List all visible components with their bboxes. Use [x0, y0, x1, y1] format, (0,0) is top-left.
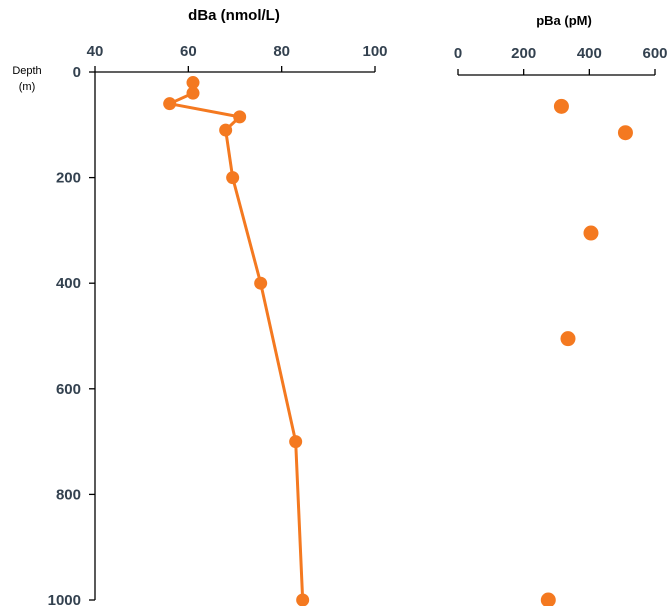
dba-y-tick-label: 1000	[48, 592, 81, 606]
dba-x-tick-label: 80	[273, 43, 290, 60]
pba-axes	[457, 69, 656, 76]
pba-title: pBa (pM)	[536, 13, 592, 28]
dba-data-point	[254, 276, 268, 290]
pba-tick-labels: 0 200 400 600	[454, 45, 668, 62]
dba-data-marks	[163, 76, 310, 606]
pba-data-point	[583, 225, 599, 241]
pba-data-marks	[540, 98, 633, 606]
pba-data-point	[560, 331, 576, 347]
dba-data-point	[296, 593, 310, 606]
dba-x-tick-label: 40	[87, 43, 104, 60]
dba-y-tick-label: 400	[56, 275, 81, 292]
dba-data-point	[233, 110, 247, 124]
dba-y-tick-label: 0	[73, 64, 81, 81]
dba-data-point	[163, 97, 177, 111]
dba-axes	[89, 66, 376, 601]
dba-panel: dBa (nmol/L) Depth (m) 40 60 80 10002004006…	[12, 7, 388, 606]
pba-x-tick-label: 600	[642, 45, 667, 62]
dba-data-point	[186, 76, 200, 90]
depth-axis-label: Depth	[12, 65, 41, 77]
dba-data-point	[186, 86, 200, 100]
dba-series-line	[168, 82, 305, 601]
dba-data-point	[219, 123, 233, 137]
pba-data-point	[617, 125, 633, 141]
pba-data-point	[540, 592, 556, 606]
dba-y-tick-label: 200	[56, 170, 81, 187]
depth-axis-unit: (m)	[19, 81, 36, 93]
dba-title: dBa (nmol/L)	[188, 7, 280, 24]
dba-x-tick-label: 100	[362, 43, 387, 60]
dba-x-tick-label: 60	[180, 43, 197, 60]
pba-panel: pBa (pM) 0 200 400 600	[454, 13, 668, 606]
dba-data-point	[289, 435, 303, 449]
pba-x-tick-label: 400	[577, 45, 602, 62]
pba-data-point	[553, 98, 569, 114]
dba-data-point	[226, 171, 240, 185]
dba-y-tick-label: 800	[56, 486, 81, 503]
pba-x-tick-label: 0	[454, 45, 462, 62]
pba-x-tick-label: 200	[511, 45, 536, 62]
dba-y-tick-label: 600	[56, 381, 81, 398]
